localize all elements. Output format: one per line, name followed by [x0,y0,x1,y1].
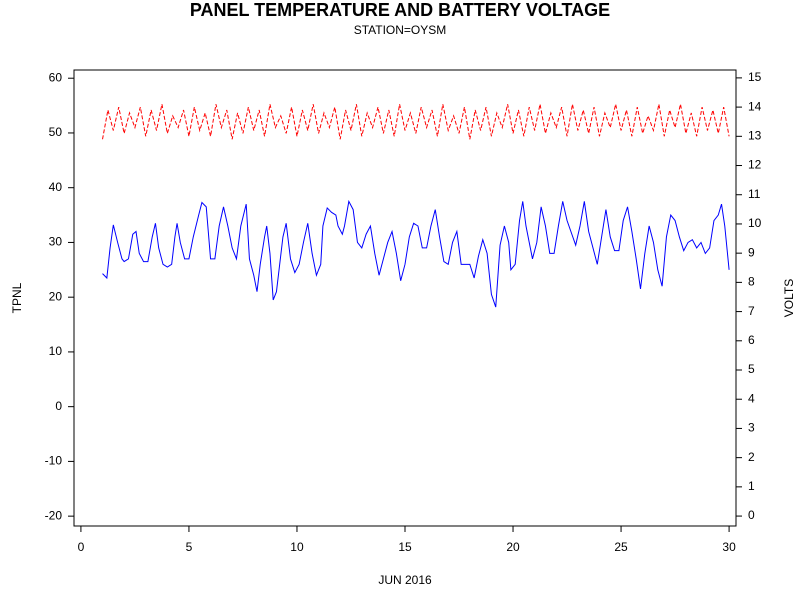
y-tick-label: 10 [49,344,63,358]
y2-tick-label: 2 [748,450,755,464]
y-tick-label: 50 [49,125,63,139]
y-axis-label: TPNL [10,282,24,313]
y2-axis-label: VOLTS [782,279,796,317]
y2-tick-label: 9 [748,245,755,259]
y2-tick-label: 10 [748,216,762,230]
chart-subtitle: STATION=OYSM [354,23,447,37]
x-tick-label: 15 [398,540,412,554]
plot-frame [73,69,737,527]
y-tick-label: 40 [49,180,63,194]
x-tick-label: 10 [290,540,304,554]
y2-tick-label: 13 [748,128,762,142]
y2-tick-label: 12 [748,158,762,172]
y2-tick-label: 11 [748,187,761,201]
y2-tick-label: 8 [748,275,755,289]
x-tick-label: 30 [722,540,736,554]
y2-tick-label: 5 [748,362,755,376]
y-tick-label: -20 [45,508,63,522]
y-tick-label: 20 [49,289,63,303]
y-tick-label: -10 [45,454,63,468]
x-tick-label: 25 [614,540,628,554]
x-tick-label: 0 [78,540,85,554]
series-line [102,104,730,140]
y2-tick-label: 6 [748,333,755,347]
x-tick-label: 5 [186,540,193,554]
y-tick-label: 60 [49,70,63,84]
y-tick-label: 30 [49,235,63,249]
y2-tick-label: 15 [748,70,762,84]
y2-tick-label: 3 [748,421,755,435]
y2-tick-label: 7 [748,304,755,318]
series-line [102,199,730,308]
y-tick-label: 0 [55,399,62,413]
y2-tick-label: 4 [748,391,755,405]
y2-tick-label: 14 [748,99,762,113]
y2-tick-label: 0 [748,508,755,522]
x-axis-label: JUN 2016 [378,573,432,587]
y2-tick-label: 1 [748,479,755,493]
x-tick-label: 20 [506,540,520,554]
chart-title: PANEL TEMPERATURE AND BATTERY VOLTAGE [190,0,610,20]
